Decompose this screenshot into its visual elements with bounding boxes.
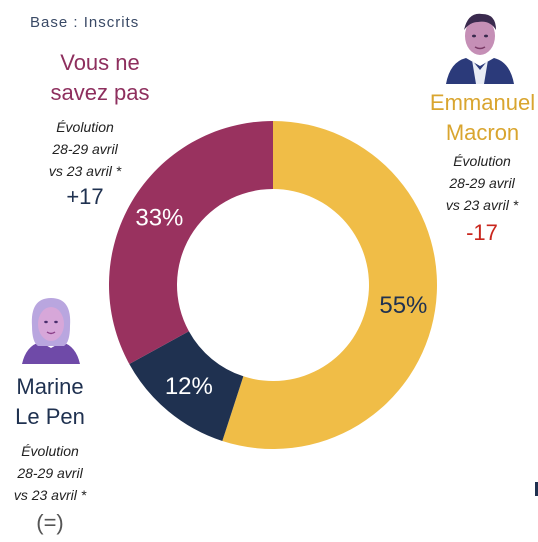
lepen-evolution-label: Évolution 28-29 avril vs 23 avril * — [13, 443, 87, 503]
macron-name: Emmanuel Macron — [429, 90, 536, 145]
macron-evolution-value: -17 — [466, 220, 498, 245]
lepen-evolution-value: (=) — [36, 510, 64, 535]
donut-labels: 55% 12% 33% — [135, 204, 427, 400]
donut-slice-2 — [129, 331, 244, 441]
nsp-evolution-value: +17 — [66, 184, 104, 209]
nsp-name: Vous ne savez pas — [50, 50, 150, 105]
nsp-evolution-label: Évolution 28-29 avril vs 23 avril * — [48, 119, 122, 179]
lepen-name: Marine Le Pen — [15, 374, 85, 429]
donut-slice-3 — [109, 121, 274, 365]
donut-label-2: 12% — [165, 373, 213, 400]
macron-portrait-image — [444, 4, 516, 84]
macron-evolution-label: Évolution 28-29 avril vs 23 avril * — [445, 153, 519, 213]
lepen-portrait-image — [18, 292, 84, 364]
base-label: Base : Inscrits — [30, 14, 140, 31]
donut-label-3: 33% — [135, 204, 183, 231]
donut-label-1: 55% — [379, 292, 427, 319]
donut-slice-1 — [222, 121, 438, 449]
edge-mark — [535, 482, 538, 496]
donut-slices — [109, 121, 438, 449]
